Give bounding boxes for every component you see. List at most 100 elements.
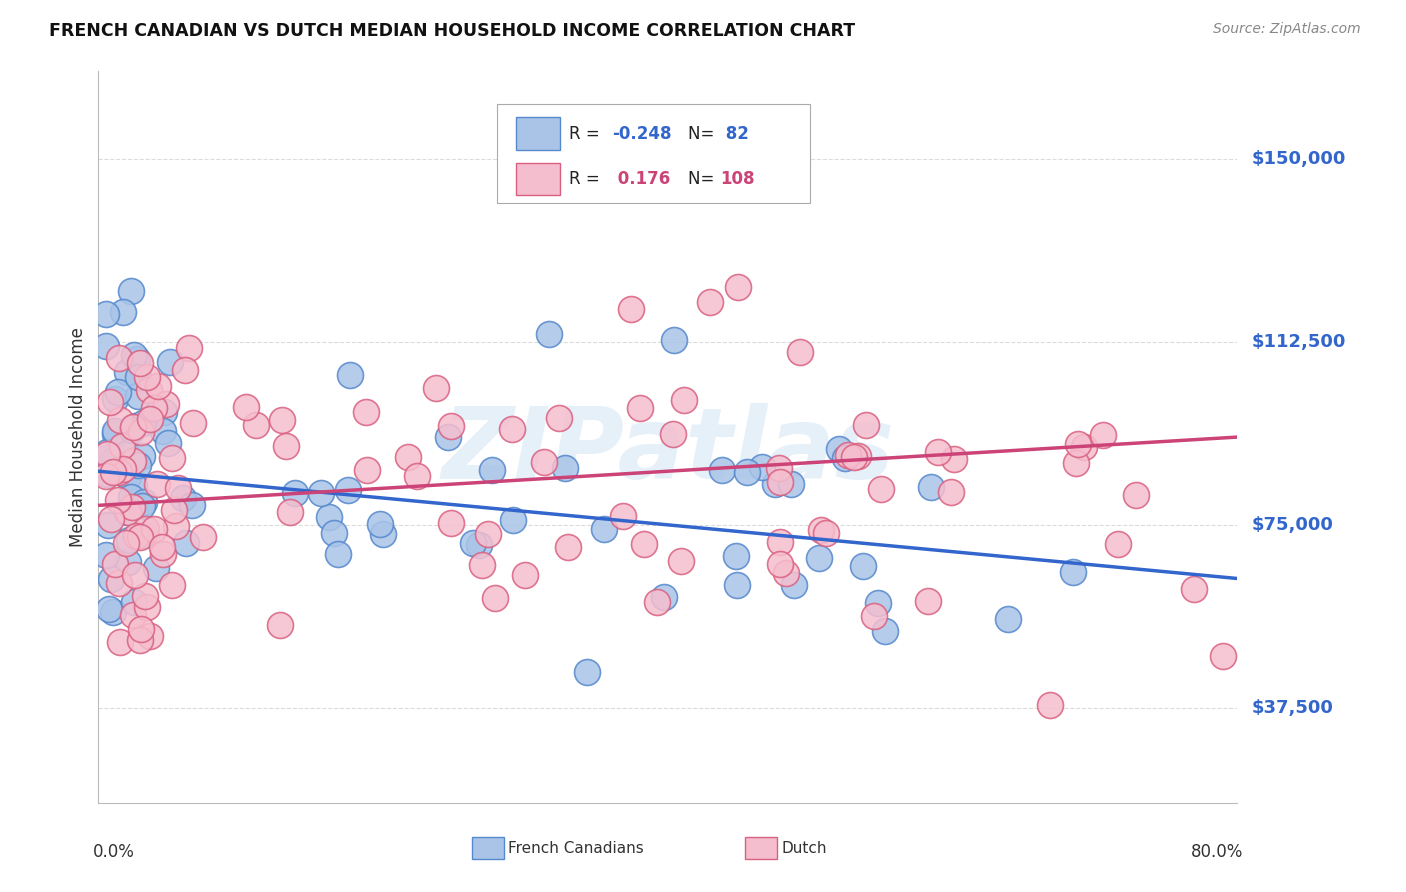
Point xyxy=(557,540,579,554)
Point xyxy=(152,424,174,438)
FancyBboxPatch shape xyxy=(516,163,560,195)
Point xyxy=(136,370,159,384)
Point xyxy=(104,392,127,406)
Point xyxy=(633,537,655,551)
Point xyxy=(128,632,150,647)
Point xyxy=(112,461,135,475)
Point xyxy=(439,418,461,433)
Point xyxy=(127,352,149,367)
Point xyxy=(115,505,138,519)
Point xyxy=(98,602,121,616)
Point xyxy=(467,538,489,552)
Point xyxy=(134,528,156,542)
Point xyxy=(502,513,524,527)
Point xyxy=(124,529,146,543)
Point xyxy=(735,466,758,480)
Point xyxy=(131,499,153,513)
Point xyxy=(270,413,292,427)
Point xyxy=(100,512,122,526)
Point xyxy=(127,389,149,403)
Point xyxy=(356,463,378,477)
Point xyxy=(152,547,174,561)
Point xyxy=(174,535,197,549)
Text: $37,500: $37,500 xyxy=(1251,698,1333,716)
Point xyxy=(121,500,143,514)
Point xyxy=(1125,488,1147,502)
Point xyxy=(1182,582,1205,597)
Point xyxy=(593,522,616,536)
Point xyxy=(336,483,359,497)
Point xyxy=(870,482,893,496)
Point xyxy=(132,416,155,430)
Point xyxy=(769,475,792,490)
Point xyxy=(138,628,160,642)
Point xyxy=(769,535,792,549)
Point xyxy=(373,526,395,541)
Text: 108: 108 xyxy=(720,170,755,188)
Point xyxy=(727,280,749,294)
Point xyxy=(669,554,692,568)
Point xyxy=(108,635,131,649)
Point xyxy=(810,524,832,538)
Point xyxy=(103,605,125,619)
Point xyxy=(780,476,803,491)
Point xyxy=(114,439,136,453)
Text: N=: N= xyxy=(689,125,720,143)
Point xyxy=(111,305,134,319)
Point xyxy=(620,302,643,317)
Point xyxy=(276,439,298,453)
Point xyxy=(94,307,117,321)
Point xyxy=(94,468,117,483)
Point xyxy=(181,416,204,430)
Point xyxy=(143,522,166,536)
Point xyxy=(807,551,830,566)
Point xyxy=(155,397,177,411)
Point xyxy=(763,476,786,491)
Point xyxy=(484,591,506,605)
Point xyxy=(673,393,696,408)
Point xyxy=(828,442,851,456)
Point xyxy=(146,477,169,491)
Point xyxy=(163,503,186,517)
Point xyxy=(515,568,537,582)
Point xyxy=(160,578,183,592)
Point xyxy=(269,617,291,632)
Y-axis label: Median Household Income: Median Household Income xyxy=(69,327,87,547)
Point xyxy=(117,505,139,519)
Point xyxy=(318,509,340,524)
Point xyxy=(920,480,942,494)
FancyBboxPatch shape xyxy=(516,118,560,150)
Point xyxy=(115,536,138,550)
Point xyxy=(645,595,668,609)
Point xyxy=(94,339,117,353)
Point xyxy=(145,561,167,575)
Point xyxy=(628,401,651,415)
Text: R =: R = xyxy=(569,125,605,143)
Point xyxy=(96,447,118,461)
Point xyxy=(837,448,859,462)
Text: $150,000: $150,000 xyxy=(1251,150,1346,168)
Point xyxy=(533,455,555,469)
Text: 0.176: 0.176 xyxy=(612,170,671,188)
FancyBboxPatch shape xyxy=(472,838,503,859)
Point xyxy=(852,559,875,574)
Point xyxy=(941,484,963,499)
Point xyxy=(104,424,127,438)
Point xyxy=(284,486,307,500)
Point xyxy=(548,410,571,425)
Point xyxy=(138,383,160,397)
Point xyxy=(107,492,129,507)
Point xyxy=(725,578,748,592)
Point xyxy=(129,425,152,439)
Point xyxy=(278,505,301,519)
Point xyxy=(124,348,146,362)
Point xyxy=(159,355,181,369)
Point xyxy=(768,460,790,475)
Point xyxy=(354,405,377,419)
Point xyxy=(108,576,131,591)
Point xyxy=(866,596,889,610)
Point xyxy=(834,451,856,466)
Point xyxy=(662,333,685,347)
Point xyxy=(150,540,173,554)
Point xyxy=(323,526,346,541)
